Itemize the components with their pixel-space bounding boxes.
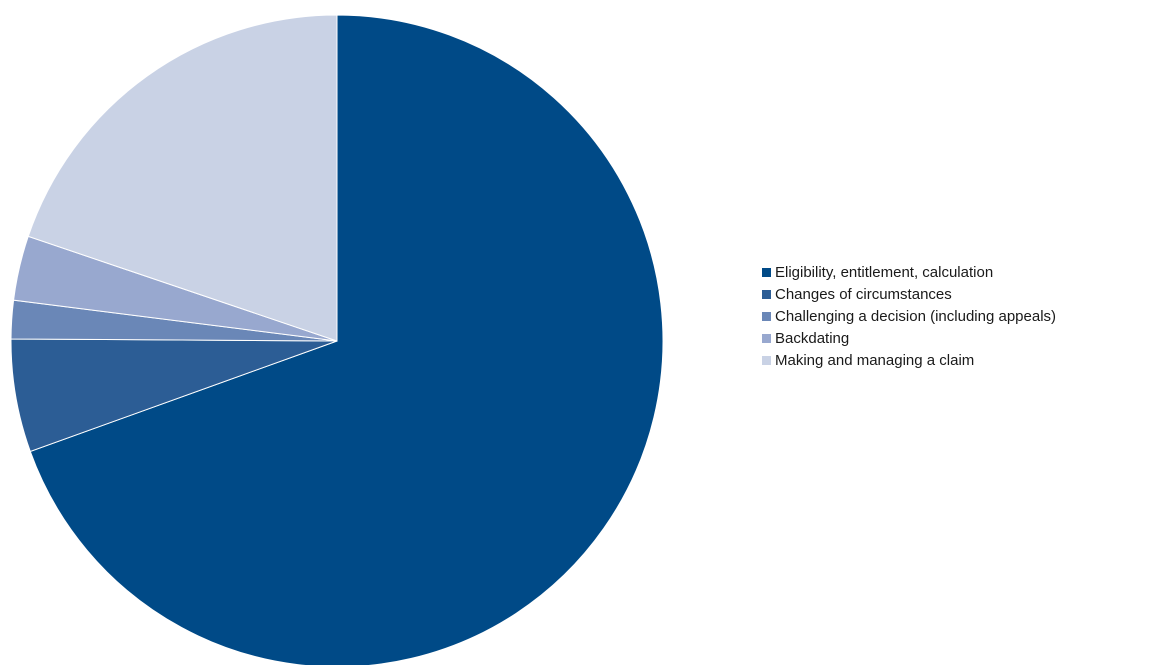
legend-item-changes: Changes of circumstances bbox=[762, 283, 1056, 305]
legend-label-eligibility: Eligibility, entitlement, calculation bbox=[775, 263, 994, 281]
pie-slice-eligibility bbox=[29, 14, 664, 665]
legend-swatch-challenging bbox=[762, 311, 771, 321]
legend-label-backdating: Backdating bbox=[775, 329, 850, 347]
legend-swatch-backdating bbox=[762, 333, 771, 343]
legend-item-eligibility: Eligibility, entitlement, calculation bbox=[762, 261, 1056, 283]
legend-item-backdating: Backdating bbox=[762, 327, 1056, 349]
legend-label-challenging: Challenging a decision (including appeal… bbox=[775, 307, 1057, 325]
legend-item-challenging: Challenging a decision (including appeal… bbox=[762, 305, 1056, 327]
legend-label-making: Making and managing a claim bbox=[775, 351, 975, 369]
pie-slice-making bbox=[27, 14, 338, 342]
legend: Eligibility, entitlement, calculation Ch… bbox=[762, 261, 1056, 371]
legend-swatch-changes bbox=[762, 289, 771, 299]
legend-label-changes: Changes of circumstances bbox=[775, 285, 952, 303]
legend-swatch-making bbox=[762, 355, 771, 365]
legend-item-making: Making and managing a claim bbox=[762, 349, 1056, 371]
pie-chart bbox=[10, 14, 664, 665]
legend-swatch-eligibility bbox=[762, 267, 771, 277]
